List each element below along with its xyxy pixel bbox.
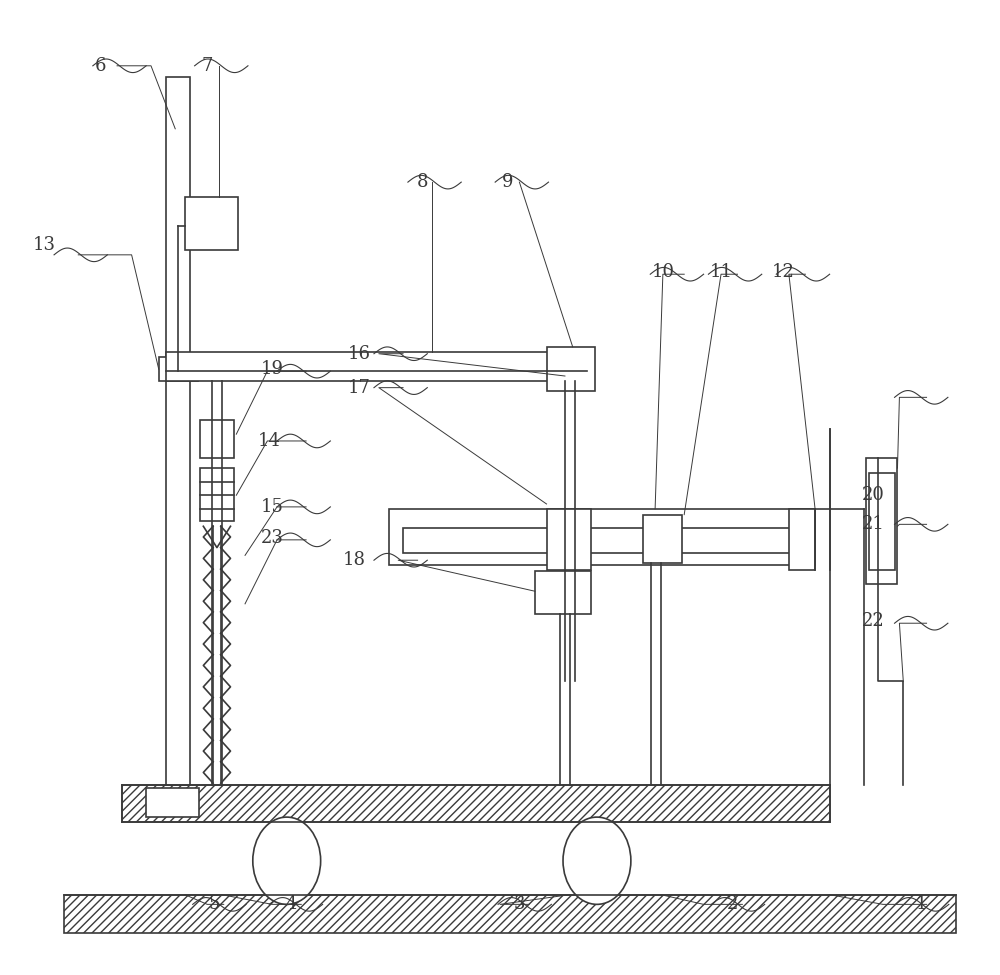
Bar xyxy=(166,352,587,381)
Text: 15: 15 xyxy=(261,498,284,516)
Text: 19: 19 xyxy=(261,360,284,378)
Text: 13: 13 xyxy=(33,236,56,254)
Text: 21: 21 xyxy=(862,516,885,533)
Bar xyxy=(166,77,190,785)
Text: 20: 20 xyxy=(862,487,885,504)
Bar xyxy=(389,509,815,566)
Text: 2: 2 xyxy=(727,895,738,914)
Text: 1: 1 xyxy=(916,895,927,914)
Text: 10: 10 xyxy=(651,263,674,281)
Ellipse shape xyxy=(563,817,631,905)
Text: 6: 6 xyxy=(95,57,106,75)
Bar xyxy=(547,509,591,570)
Bar xyxy=(200,468,234,522)
Text: 9: 9 xyxy=(502,174,514,191)
Text: 3: 3 xyxy=(514,895,525,914)
Bar xyxy=(866,458,897,584)
Text: 12: 12 xyxy=(772,263,795,281)
Bar xyxy=(535,571,591,613)
Text: 18: 18 xyxy=(343,551,366,569)
Text: 14: 14 xyxy=(258,432,281,450)
Text: 17: 17 xyxy=(348,378,371,397)
Ellipse shape xyxy=(253,817,321,905)
Bar xyxy=(200,419,234,458)
Bar xyxy=(643,515,682,564)
Text: 22: 22 xyxy=(862,612,885,630)
Bar xyxy=(64,895,956,933)
Bar xyxy=(185,197,238,250)
Bar xyxy=(159,357,198,381)
Text: 4: 4 xyxy=(286,895,297,914)
Bar xyxy=(869,473,895,570)
Text: 11: 11 xyxy=(710,263,733,281)
Bar xyxy=(789,509,815,570)
Text: 8: 8 xyxy=(417,174,428,191)
Text: 5: 5 xyxy=(208,895,220,914)
Bar xyxy=(403,528,796,554)
Bar xyxy=(146,788,199,817)
Text: 7: 7 xyxy=(202,57,213,75)
Text: 16: 16 xyxy=(348,345,371,363)
Bar xyxy=(547,347,595,391)
Text: 23: 23 xyxy=(261,528,284,547)
Bar xyxy=(122,785,830,822)
